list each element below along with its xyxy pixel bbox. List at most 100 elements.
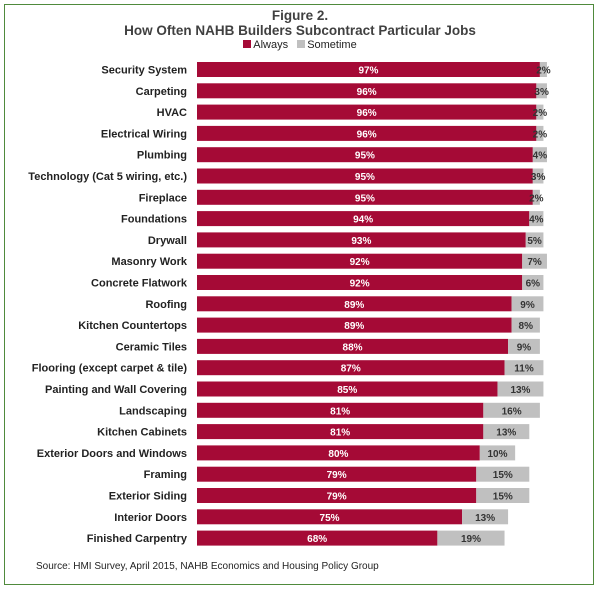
bar-sometime-carpeting [536, 83, 547, 99]
value-label-always-kitchen-countertops: 89% [344, 321, 364, 332]
value-label-always-electrical-wiring: 96% [357, 129, 377, 140]
value-label-sometime-concrete-flatwork: 6% [526, 279, 541, 290]
bar-always-flooring-except-carpet-tile [197, 360, 505, 376]
category-label-finished-carpentry: Finished Carpentry [87, 533, 188, 545]
bar-sometime-finished-carpentry [437, 530, 505, 546]
category-label-exterior-siding: Exterior Siding [109, 491, 187, 503]
bar-always-plumbing [197, 147, 533, 163]
bar-sometime-exterior-siding [476, 488, 530, 503]
category-label-carpeting: Carpeting [136, 86, 187, 98]
bar-always-masonry-work [197, 253, 523, 269]
bar-sometime-masonry-work [522, 253, 547, 269]
value-label-always-ceramic-tiles: 88% [343, 342, 363, 353]
bar-always-framing [197, 466, 477, 482]
legend-item-always: Always [243, 39, 291, 51]
bar-sometime-roofing [511, 296, 544, 312]
value-label-sometime-carpeting: 3% [534, 87, 549, 98]
bar-always-carpeting [197, 83, 537, 99]
value-label-sometime-kitchen-cabinets: 13% [496, 428, 516, 439]
value-label-sometime-exterior-doors-and-windows: 10% [487, 449, 507, 460]
bar-always-kitchen-cabinets [197, 424, 484, 440]
legend-swatch-sometime [297, 40, 306, 48]
value-label-always-drywall: 93% [351, 236, 371, 247]
category-label-electrical-wiring: Electrical Wiring [101, 128, 187, 140]
value-label-always-exterior-siding: 79% [327, 492, 347, 503]
legend-item-sometime: Sometime [297, 39, 357, 51]
category-label-masonry-work: Masonry Work [111, 256, 187, 268]
bar-always-exterior-doors-and-windows [197, 445, 480, 461]
bar-always-landscaping [197, 402, 484, 418]
bar-always-concrete-flatwork [197, 275, 523, 290]
bar-sometime-flooring-except-carpet-tile [504, 360, 544, 376]
bar-always-hvac [197, 104, 537, 120]
value-label-sometime-foundations: 4% [529, 215, 544, 226]
legend-label-sometime: Sometime [307, 39, 357, 51]
value-label-sometime-security-system: 2% [536, 66, 551, 77]
value-label-sometime-framing: 15% [493, 470, 513, 481]
value-label-sometime-interior-doors: 13% [475, 513, 495, 524]
bar-always-electrical-wiring [197, 125, 537, 141]
bar-sometime-foundations [529, 211, 544, 227]
value-label-sometime-electrical-wiring: 2% [533, 129, 548, 140]
value-label-always-interior-doors: 75% [320, 513, 340, 524]
value-label-always-exterior-doors-and-windows: 80% [328, 449, 348, 460]
value-label-always-concrete-flatwork: 92% [350, 279, 370, 290]
bar-always-interior-doors [197, 509, 463, 525]
legend-swatch-always [243, 40, 252, 48]
bar-always-finished-carpentry [197, 530, 438, 546]
category-label-landscaping: Landscaping [119, 405, 187, 417]
bar-always-technology-cat-5-wiring-etc [197, 168, 533, 184]
value-label-sometime-technology-cat-5-wiring-etc: 3% [531, 172, 546, 183]
category-label-flooring-except-carpet-tile: Flooring (except carpet & tile) [32, 363, 188, 375]
bar-sometime-drywall [525, 232, 544, 248]
value-label-sometime-ceramic-tiles: 9% [517, 342, 532, 353]
value-label-always-masonry-work: 92% [350, 257, 370, 268]
category-label-interior-doors: Interior Doors [114, 512, 187, 524]
bar-sometime-kitchen-cabinets [483, 424, 530, 440]
value-label-always-landscaping: 81% [330, 406, 350, 417]
bar-always-security-system [197, 62, 540, 77]
category-label-kitchen-cabinets: Kitchen Cabinets [97, 427, 187, 439]
value-label-sometime-roofing: 9% [520, 300, 535, 311]
category-label-roofing: Roofing [145, 299, 187, 311]
category-label-kitchen-countertops: Kitchen Countertops [78, 320, 187, 332]
category-label-plumbing: Plumbing [137, 150, 187, 162]
value-label-sometime-hvac: 2% [533, 108, 548, 119]
chart-frame [4, 4, 594, 585]
category-label-fireplace: Fireplace [139, 192, 187, 204]
bar-always-painting-and-wall-covering [197, 381, 498, 397]
chart-title: Figure 2. [271, 8, 329, 23]
category-label-framing: Framing [144, 469, 187, 481]
bar-sometime-landscaping [483, 402, 540, 418]
bar-always-kitchen-countertops [197, 317, 512, 333]
bar-sometime-concrete-flatwork [522, 275, 544, 290]
bar-sometime-technology-cat-5-wiring-etc [532, 168, 544, 184]
value-label-always-plumbing: 95% [355, 151, 375, 162]
value-label-sometime-kitchen-countertops: 8% [519, 321, 534, 332]
value-label-always-fireplace: 95% [355, 193, 375, 204]
value-label-always-foundations: 94% [353, 215, 373, 226]
value-label-sometime-landscaping: 16% [502, 406, 522, 417]
bar-sometime-exterior-doors-and-windows [479, 445, 516, 461]
category-label-ceramic-tiles: Ceramic Tiles [116, 341, 187, 353]
bar-always-ceramic-tiles [197, 338, 509, 354]
category-label-painting-and-wall-covering: Painting and Wall Covering [45, 384, 187, 396]
value-label-always-technology-cat-5-wiring-etc: 95% [355, 172, 375, 183]
bar-sometime-painting-and-wall-covering [497, 381, 544, 397]
chart-source: Source: HMI Survey, April 2015, NAHB Eco… [36, 561, 379, 572]
value-label-always-security-system: 97% [358, 66, 378, 77]
bar-sometime-kitchen-countertops [511, 317, 540, 333]
legend-label-always: Always [253, 39, 289, 51]
category-label-drywall: Drywall [148, 235, 187, 247]
value-label-always-carpeting: 96% [357, 87, 377, 98]
bar-always-fireplace [197, 189, 533, 205]
value-label-always-framing: 79% [327, 470, 347, 481]
value-label-always-painting-and-wall-covering: 85% [337, 385, 357, 396]
value-label-sometime-fireplace: 2% [529, 193, 544, 204]
bar-always-foundations [197, 211, 530, 227]
bar-sometime-plumbing [532, 147, 547, 163]
bar-sometime-ceramic-tiles [508, 338, 540, 354]
bar-sometime-interior-doors [462, 509, 509, 525]
value-label-sometime-flooring-except-carpet-tile: 11% [514, 364, 534, 375]
